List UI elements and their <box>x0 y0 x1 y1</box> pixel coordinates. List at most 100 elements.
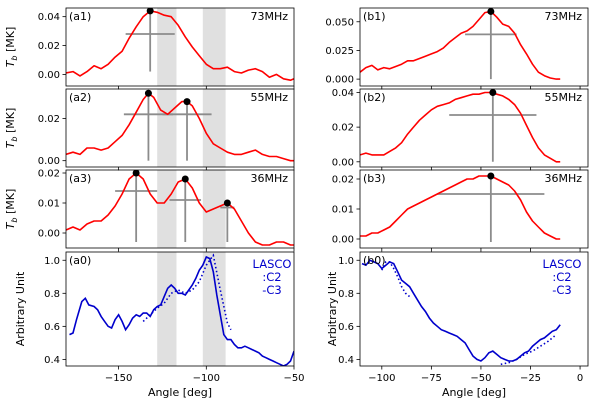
tb-line-b2 <box>360 91 561 163</box>
panel-label-a2: (a2) <box>69 91 91 104</box>
ytick-label-a3-2: 0.02 <box>38 169 60 180</box>
shaded-band-a0-0 <box>157 252 177 366</box>
ytick-label-b0-3: 1.0 <box>338 256 354 267</box>
panel-b3: 0.00 0.01 0.02 (b3) 36MHz <box>332 169 589 252</box>
tb-line-a1 <box>66 10 294 81</box>
ytick-label-a0-2: 0.8 <box>44 289 60 300</box>
xlabel-b0: Angle [deg] <box>442 386 506 399</box>
plot-area-a1 <box>66 8 294 86</box>
plot-area-b2 <box>360 89 561 163</box>
peak-dot-a3-1 <box>181 175 189 183</box>
ytick-label-b0-2: 0.8 <box>338 289 354 300</box>
freq-label-b3: 36MHz <box>544 172 582 185</box>
tb-line-b3 <box>360 175 561 240</box>
xtick-label-b0-1: −75 <box>421 373 442 384</box>
shaded-band-a0-1 <box>202 252 226 366</box>
plot-area-b1 <box>360 8 561 80</box>
shaded-band-a1-1 <box>202 8 226 86</box>
axes-frame-b0 <box>359 251 589 367</box>
axes-frame-b1 <box>359 7 589 87</box>
ytick-label-a1-0: 0.00 <box>38 70 60 81</box>
ytick-label-a1-1: 0.02 <box>38 41 60 52</box>
axes-frame-a3 <box>65 169 295 249</box>
xtick-label-b0-2: −50 <box>470 373 491 384</box>
xtick-label-a0-2: −50 <box>283 373 304 384</box>
ytick-label-a2-0: 0.00 <box>38 156 60 167</box>
peak-dot-a1-0 <box>146 8 154 15</box>
ytick-label-a1-2: 0.04 <box>38 12 60 23</box>
ylabel-a2: Tb [MK] <box>4 108 19 149</box>
peak-dot-a3-2 <box>223 199 231 207</box>
ytick-label-b0-0: 0.4 <box>338 355 354 366</box>
axes-frame-a0 <box>65 251 295 367</box>
ytick-label-a3-1: 0.01 <box>38 199 60 210</box>
axes-frame-b2 <box>359 88 589 168</box>
panel-a3: 0.00 0.01 0.02 (a3) 36MHz Tb [MK] <box>4 169 295 252</box>
series-c2-b0-1 <box>500 333 557 366</box>
series-c3-b0 <box>361 259 561 362</box>
xtick-label-b0-4: 0 <box>577 373 583 384</box>
panel-label-b2: (b2) <box>363 91 386 104</box>
ytick-label-a2-1: 0.02 <box>38 114 60 125</box>
panel-label-b0: (b0) <box>363 254 386 267</box>
shaded-band-a3-0 <box>157 170 177 248</box>
peak-dot-a2-1 <box>183 98 191 106</box>
legend-b0-2: -C3 <box>552 283 572 297</box>
panel-a0: 0.4 0.6 0.8 1.0 −150 −100 −50 (a0) LASCO:C2-C3 An… <box>14 251 305 399</box>
panel-b2: 0.00 0.02 0.04 (b2) 55MHz <box>332 88 589 171</box>
peak-dot-b3-0 <box>487 172 495 180</box>
freq-label-a2: 55MHz <box>250 91 288 104</box>
series-c3-a0 <box>69 255 294 366</box>
xtick-label-b0-0: −100 <box>368 373 395 384</box>
freq-label-a3: 36MHz <box>250 172 288 185</box>
axes-frame-a2 <box>65 88 295 168</box>
ytick-label-a3-0: 0.00 <box>38 229 60 240</box>
legend-b0-0: LASCO <box>543 257 582 271</box>
panel-label-a3: (a3) <box>69 172 91 185</box>
freq-label-b2: 55MHz <box>544 91 582 104</box>
ylabel-a3: Tb [MK] <box>4 189 19 230</box>
tb-line-b1 <box>360 10 561 80</box>
ylabel-a1: Tb [MK] <box>4 27 19 68</box>
peak-dot-b2-0 <box>489 89 497 96</box>
legend-b0-1: :C2 <box>552 270 571 284</box>
ytick-label-a0-0: 0.4 <box>44 355 60 366</box>
ytick-label-a0-3: 1.0 <box>44 256 60 267</box>
xtick-label-a0-1: −100 <box>193 373 220 384</box>
series-c2-a0-0 <box>142 253 232 331</box>
legend-a0-1: :C2 <box>262 270 281 284</box>
freq-label-a1: 73MHz <box>250 10 288 23</box>
peak-dot-b1-0 <box>487 8 495 15</box>
panel-a2: 0.00 0.02 (a2) 55MHz Tb [MK] <box>4 88 295 171</box>
ytick-label-b2-2: 0.04 <box>332 88 354 99</box>
shaded-band-a2-0 <box>157 89 177 167</box>
panel-label-b3: (b3) <box>363 172 386 185</box>
plot-area-a3 <box>66 170 294 248</box>
xtick-label-b0-3: −25 <box>520 373 541 384</box>
ytick-label-b2-1: 0.02 <box>332 123 354 134</box>
ytick-label-b0-1: 0.6 <box>338 322 354 333</box>
xlabel-a0: Angle [deg] <box>148 386 212 399</box>
series-c2-b0-0 <box>381 261 411 298</box>
tb-line-a3 <box>66 172 294 246</box>
ytick-label-b2-0: 0.00 <box>332 157 354 168</box>
ytick-label-b1-2: 0.050 <box>325 17 354 28</box>
axes-frame-a1 <box>65 7 295 87</box>
plot-area-b0 <box>361 259 561 366</box>
panel-a1: 0.00 0.02 0.04 (a1) 73MHz Tb [MK] <box>4 7 295 90</box>
shaded-band-a1-0 <box>157 8 177 86</box>
panel-label-b1: (b1) <box>363 10 386 23</box>
freq-label-b1: 73MHz <box>544 10 582 23</box>
tb-line-a2 <box>66 92 294 162</box>
peak-dot-a2-0 <box>144 89 152 97</box>
ytick-label-b3-2: 0.02 <box>332 175 354 186</box>
ylabel-a0: Arbitrary Unit <box>14 271 27 346</box>
plot-area-a2 <box>66 89 294 167</box>
ytick-label-b3-1: 0.01 <box>332 205 354 216</box>
ylabel-b0: Arbitrary Unit <box>326 271 339 346</box>
ytick-label-b1-0: 0.000 <box>325 75 354 86</box>
legend-a0-0: LASCO <box>253 257 292 271</box>
legend-a0-2: -C3 <box>262 283 282 297</box>
panel-b0: 0.4 0.6 0.8 1.0 −100 −75 −50 −25 0 (b0) LASCO:C2-C… <box>326 251 589 399</box>
